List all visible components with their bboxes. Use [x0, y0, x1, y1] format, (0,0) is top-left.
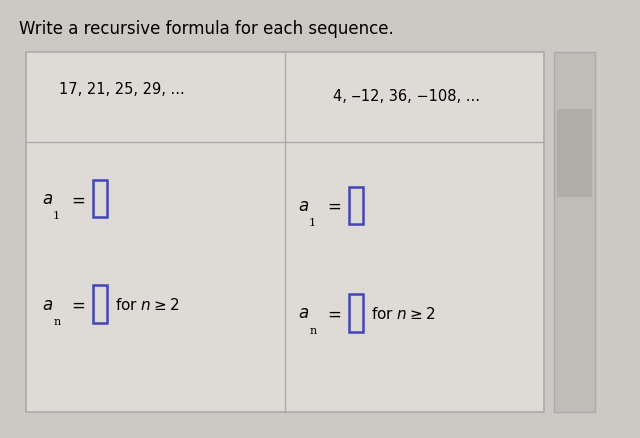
Text: $=$: $=$ — [68, 296, 86, 313]
FancyBboxPatch shape — [554, 53, 595, 412]
Text: $a$: $a$ — [298, 305, 308, 321]
Text: for $n \geq 2$: for $n \geq 2$ — [115, 297, 179, 312]
FancyBboxPatch shape — [557, 110, 592, 197]
Text: 17, 21, 25, 29, ...: 17, 21, 25, 29, ... — [59, 82, 184, 97]
Text: $a$: $a$ — [42, 191, 52, 208]
Text: n: n — [309, 325, 316, 335]
Text: $=$: $=$ — [68, 191, 86, 208]
FancyBboxPatch shape — [93, 286, 107, 323]
Text: n: n — [53, 316, 60, 326]
FancyBboxPatch shape — [93, 180, 107, 218]
Text: 4, ‒12, 36, −108, ...: 4, ‒12, 36, −108, ... — [333, 89, 480, 104]
Text: Write a recursive formula for each sequence.: Write a recursive formula for each seque… — [19, 20, 394, 38]
FancyBboxPatch shape — [26, 53, 544, 412]
Text: $a$: $a$ — [298, 198, 308, 214]
FancyBboxPatch shape — [349, 295, 363, 332]
Text: $=$: $=$ — [324, 305, 342, 321]
Text: $a$: $a$ — [42, 296, 52, 313]
FancyBboxPatch shape — [349, 187, 363, 224]
Text: for $n \geq 2$: for $n \geq 2$ — [371, 305, 435, 321]
Text: 1: 1 — [309, 218, 316, 227]
Text: 1: 1 — [53, 211, 60, 221]
Text: $=$: $=$ — [324, 198, 342, 214]
